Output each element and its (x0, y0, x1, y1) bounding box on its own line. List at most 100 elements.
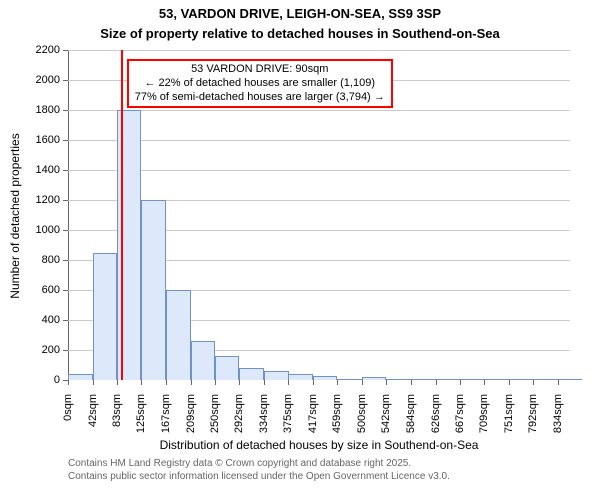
attribution-line-1: Contains HM Land Registry data © Crown c… (68, 458, 450, 471)
histogram-bar (558, 379, 583, 380)
chart-title-line1: 53, VARDON DRIVE, LEIGH-ON-SEA, SS9 3SP (0, 6, 600, 21)
x-tick-label: 83sqm (111, 394, 123, 454)
x-tick-label: 709sqm (478, 394, 490, 454)
x-tick (93, 380, 94, 385)
y-tick-label: 2000 (0, 74, 60, 86)
y-tick-label: 1000 (0, 224, 60, 236)
x-tick (337, 380, 338, 385)
annotation-line: 53 VARDON DRIVE: 90sqm (135, 63, 385, 77)
x-tick-label: 626sqm (430, 394, 442, 454)
x-tick-label: 667sqm (454, 394, 466, 454)
x-tick (558, 380, 559, 385)
histogram-bar (533, 379, 558, 380)
y-tick (63, 290, 68, 291)
y-tick (63, 260, 68, 261)
x-tick (484, 380, 485, 385)
x-tick (313, 380, 314, 385)
histogram-bar (411, 379, 436, 380)
x-tick (460, 380, 461, 385)
histogram-bar (68, 374, 93, 380)
y-tick (63, 350, 68, 351)
x-tick-label: 42sqm (87, 394, 99, 454)
x-tick-label: 834sqm (552, 394, 564, 454)
gridline (68, 110, 570, 111)
y-tick-label: 800 (0, 254, 60, 266)
gridline (68, 50, 570, 51)
y-tick-label: 200 (0, 344, 60, 356)
x-tick-label: 542sqm (380, 394, 392, 454)
x-tick (68, 380, 69, 385)
y-axis-line (68, 50, 69, 380)
x-tick (191, 380, 192, 385)
x-tick-label: 209sqm (185, 394, 197, 454)
attribution: Contains HM Land Registry data © Crown c… (68, 458, 450, 483)
histogram-bar (264, 371, 289, 380)
histogram-bar (93, 253, 118, 381)
gridline (68, 170, 570, 171)
x-tick-label: 375sqm (282, 394, 294, 454)
y-tick (63, 320, 68, 321)
x-tick-label: 459sqm (331, 394, 343, 454)
y-tick (63, 230, 68, 231)
x-tick-label: 250sqm (209, 394, 221, 454)
annotation-line: ← 22% of detached houses are smaller (1,… (135, 77, 385, 91)
y-tick-label: 0 (0, 374, 60, 386)
x-tick-label: 167sqm (160, 394, 172, 454)
y-tick-label: 1400 (0, 164, 60, 176)
x-tick-label: 125sqm (135, 394, 147, 454)
y-tick (63, 200, 68, 201)
annotation-box: 53 VARDON DRIVE: 90sqm← 22% of detached … (127, 59, 393, 108)
y-tick (63, 170, 68, 171)
gridline (68, 140, 570, 141)
x-tick-label: 334sqm (258, 394, 270, 454)
chart-root: 53, VARDON DRIVE, LEIGH-ON-SEA, SS9 3SP … (0, 0, 600, 500)
x-tick (411, 380, 412, 385)
x-tick (264, 380, 265, 385)
y-tick (63, 110, 68, 111)
x-tick (117, 380, 118, 385)
y-tick-label: 400 (0, 314, 60, 326)
x-tick-label: 584sqm (405, 394, 417, 454)
annotation-line: 77% of semi-detached houses are larger (… (135, 91, 385, 105)
y-tick-label: 1800 (0, 104, 60, 116)
x-tick (215, 380, 216, 385)
x-tick (288, 380, 289, 385)
x-tick (509, 380, 510, 385)
x-tick-label: 417sqm (307, 394, 319, 454)
y-tick (63, 80, 68, 81)
reference-line (121, 50, 123, 380)
plot-area: 53 VARDON DRIVE: 90sqm← 22% of detached … (68, 50, 570, 380)
x-tick-label: 0sqm (62, 394, 74, 454)
x-tick (533, 380, 534, 385)
y-tick-label: 1200 (0, 194, 60, 206)
y-tick-label: 2200 (0, 44, 60, 56)
histogram-bar (386, 379, 411, 380)
x-tick (141, 380, 142, 385)
histogram-bar (141, 200, 166, 380)
x-tick (239, 380, 240, 385)
attribution-line-2: Contains public sector information licen… (68, 471, 450, 484)
y-tick (63, 140, 68, 141)
histogram-bar (509, 379, 534, 380)
histogram-bar (215, 356, 240, 380)
y-tick-label: 600 (0, 284, 60, 296)
histogram-bar (484, 379, 509, 380)
y-tick-label: 1600 (0, 134, 60, 146)
x-tick-label: 292sqm (233, 394, 245, 454)
y-axis-label: Number of detached properties (8, 51, 22, 381)
histogram-bar (191, 341, 216, 380)
histogram-bar (362, 377, 387, 380)
x-tick-label: 751sqm (503, 394, 515, 454)
x-tick-label: 792sqm (527, 394, 539, 454)
chart-title-line2: Size of property relative to detached ho… (0, 26, 600, 41)
y-tick (63, 50, 68, 51)
histogram-bar (166, 290, 191, 380)
histogram-bar (460, 379, 485, 380)
histogram-bar (239, 368, 264, 380)
x-tick (386, 380, 387, 385)
histogram-bar (337, 379, 362, 381)
x-tick (166, 380, 167, 385)
histogram-bar (436, 379, 461, 380)
x-tick-label: 500sqm (356, 394, 368, 454)
x-tick (436, 380, 437, 385)
